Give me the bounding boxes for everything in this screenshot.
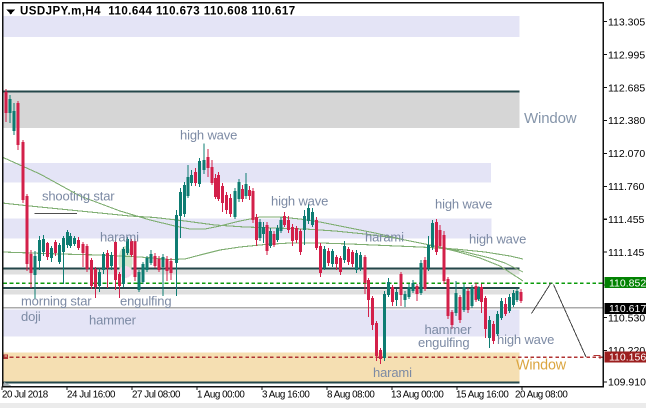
svg-text:24 Jul 16:00: 24 Jul 16:00 xyxy=(67,390,116,401)
svg-text:shooting star: shooting star xyxy=(42,189,115,204)
svg-text:high wave: high wave xyxy=(469,232,526,247)
svg-text:engulfing: engulfing xyxy=(418,335,469,350)
svg-text:high wave: high wave xyxy=(435,197,492,212)
svg-text:doji: doji xyxy=(21,309,41,324)
svg-text:high wave: high wave xyxy=(497,332,554,347)
svg-text:110.530: 110.530 xyxy=(608,312,645,324)
svg-text:13 Aug 00:00: 13 Aug 00:00 xyxy=(391,390,444,401)
svg-text:110.156: 110.156 xyxy=(609,352,646,364)
svg-text:111.145: 111.145 xyxy=(608,247,645,259)
svg-text:20 Aug 08:00: 20 Aug 08:00 xyxy=(515,390,568,401)
svg-text:113.305: 113.305 xyxy=(608,16,645,28)
svg-text:hammer: hammer xyxy=(425,322,473,337)
svg-text:high wave: high wave xyxy=(271,194,328,209)
svg-text:27 Jul 08:00: 27 Jul 08:00 xyxy=(132,390,181,401)
svg-text:112.685: 112.685 xyxy=(608,82,645,94)
svg-text:engulfing: engulfing xyxy=(120,294,171,309)
svg-text:111.455: 111.455 xyxy=(608,214,645,226)
svg-text:112.995: 112.995 xyxy=(608,49,645,61)
svg-text:110.617: 110.617 xyxy=(609,303,646,315)
svg-text:112.380: 112.380 xyxy=(608,115,645,127)
svg-text:112.070: 112.070 xyxy=(608,148,645,160)
svg-text:morning star: morning star xyxy=(21,294,92,309)
svg-text:110.852: 110.852 xyxy=(609,277,646,289)
svg-text:1 Aug 00:00: 1 Aug 00:00 xyxy=(197,390,245,401)
svg-text:Window: Window xyxy=(524,110,577,127)
svg-text:harami: harami xyxy=(100,230,139,245)
svg-text:20 Jul 2018: 20 Jul 2018 xyxy=(2,390,49,401)
svg-text:hammer: hammer xyxy=(89,313,137,328)
svg-text:high wave: high wave xyxy=(180,128,237,143)
svg-text:3 Aug 16:00: 3 Aug 16:00 xyxy=(262,390,310,401)
svg-text:USDJPY.m,H4 110.644 110.673 1: USDJPY.m,H4 110.644 110.673 110.608 110.… xyxy=(20,6,296,18)
svg-text:109.910: 109.910 xyxy=(608,377,646,389)
svg-text:15 Aug 16:00: 15 Aug 16:00 xyxy=(456,390,509,401)
svg-text:harami: harami xyxy=(373,365,412,380)
svg-text:harami: harami xyxy=(365,230,404,245)
svg-text:111.760: 111.760 xyxy=(608,181,645,193)
svg-text:Window: Window xyxy=(516,358,567,374)
svg-text:8 Aug 08:00: 8 Aug 08:00 xyxy=(327,390,375,401)
